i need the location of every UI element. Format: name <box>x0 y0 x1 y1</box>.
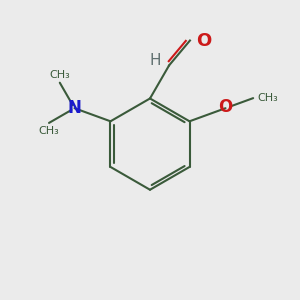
Text: CH₃: CH₃ <box>39 126 59 136</box>
Text: O: O <box>218 98 233 116</box>
Text: O: O <box>196 32 212 50</box>
Text: CH₃: CH₃ <box>258 93 278 103</box>
Text: H: H <box>149 53 161 68</box>
Text: CH₃: CH₃ <box>50 70 70 80</box>
Text: N: N <box>68 99 81 117</box>
